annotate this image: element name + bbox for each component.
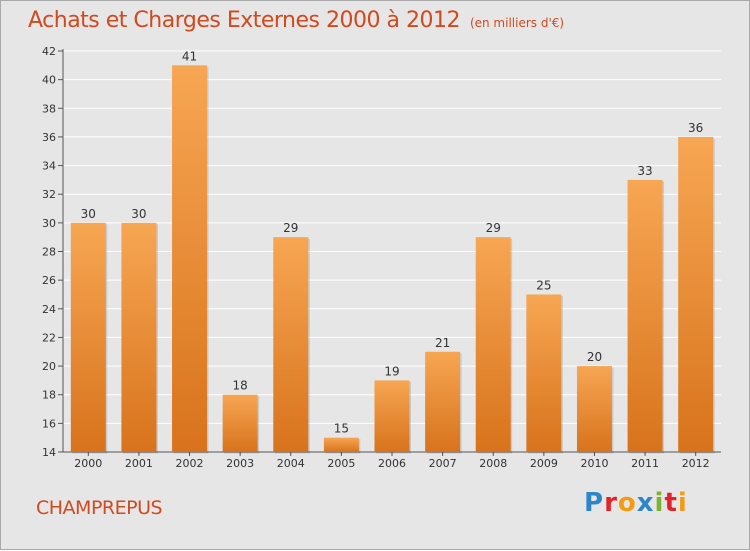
logo-letter: r bbox=[604, 488, 618, 518]
y-tick-label: 24 bbox=[42, 303, 56, 316]
bar bbox=[627, 179, 663, 452]
chart-title: Achats et Charges Externes 2000 à 2012 (e… bbox=[28, 8, 564, 33]
data-label: 18 bbox=[233, 379, 248, 393]
y-tick-label: 40 bbox=[42, 74, 56, 87]
logo-letter: i bbox=[677, 488, 688, 518]
data-label: 25 bbox=[536, 278, 551, 292]
bar bbox=[172, 65, 208, 453]
data-label: 30 bbox=[131, 207, 146, 221]
bar bbox=[323, 437, 359, 452]
y-tick-label: 32 bbox=[42, 188, 56, 201]
bar bbox=[70, 222, 106, 452]
logo-letter: i bbox=[654, 488, 665, 518]
data-label: 29 bbox=[283, 221, 298, 235]
data-label: 19 bbox=[384, 364, 399, 378]
logo-letter: o bbox=[617, 488, 637, 518]
bar bbox=[222, 394, 258, 452]
x-tick-label: 2010 bbox=[580, 457, 608, 470]
y-tick-label: 30 bbox=[42, 217, 56, 230]
data-label: 36 bbox=[688, 121, 703, 135]
y-tick-label: 18 bbox=[42, 389, 56, 402]
y-tick-label: 28 bbox=[42, 246, 56, 259]
data-label: 33 bbox=[637, 164, 652, 178]
labels: 30 2000 30 2001 41 2002 18 2003 29 2004 15 2005 19 20… bbox=[74, 49, 709, 470]
proxiti-logo[interactable]: Proxiti bbox=[584, 488, 688, 518]
logo-letter: t bbox=[664, 488, 678, 518]
bar bbox=[374, 380, 410, 452]
x-tick-label: 2000 bbox=[74, 457, 102, 470]
y-tick-label: 20 bbox=[42, 360, 56, 373]
data-label: 21 bbox=[435, 336, 450, 350]
logo-letter: x bbox=[636, 488, 655, 518]
data-label: 30 bbox=[81, 207, 96, 221]
y-tick-label: 38 bbox=[42, 102, 56, 115]
y-tick-label: 26 bbox=[42, 274, 56, 287]
x-tick-label: 2009 bbox=[530, 457, 558, 470]
logo-letter: P bbox=[584, 488, 605, 518]
x-tick-label: 2003 bbox=[226, 457, 254, 470]
bars bbox=[70, 65, 715, 454]
y-tick-label: 16 bbox=[42, 417, 56, 430]
bar bbox=[273, 237, 309, 452]
bar bbox=[526, 294, 562, 452]
x-tick-label: 2004 bbox=[277, 457, 305, 470]
bar bbox=[121, 222, 157, 452]
y-tick-label: 22 bbox=[42, 331, 56, 344]
data-label: 15 bbox=[334, 422, 349, 436]
y-tick-label: 34 bbox=[42, 160, 56, 173]
bar bbox=[475, 237, 511, 452]
y-tick-label: 42 bbox=[42, 45, 56, 58]
bar bbox=[678, 136, 714, 452]
commune-name: CHAMPREPUS bbox=[36, 497, 163, 519]
bar bbox=[576, 366, 612, 452]
bar bbox=[425, 351, 461, 452]
unit-label: (en milliers d'€) bbox=[469, 16, 565, 30]
x-tick-label: 2012 bbox=[682, 457, 710, 470]
x-tick-label: 2008 bbox=[479, 457, 507, 470]
data-label: 20 bbox=[587, 350, 602, 364]
x-tick-label: 2002 bbox=[176, 457, 204, 470]
y-tick-label: 14 bbox=[42, 446, 56, 459]
x-tick-label: 2005 bbox=[327, 457, 355, 470]
x-tick-label: 2006 bbox=[378, 457, 406, 470]
data-label: 41 bbox=[182, 49, 197, 63]
y-tick-label: 36 bbox=[42, 131, 56, 144]
x-tick-label: 2007 bbox=[429, 457, 457, 470]
x-tick-label: 2001 bbox=[125, 457, 153, 470]
data-label: 29 bbox=[486, 221, 501, 235]
title-text: Achats et Charges Externes 2000 à 2012 bbox=[28, 8, 460, 33]
x-tick-label: 2011 bbox=[631, 457, 659, 470]
